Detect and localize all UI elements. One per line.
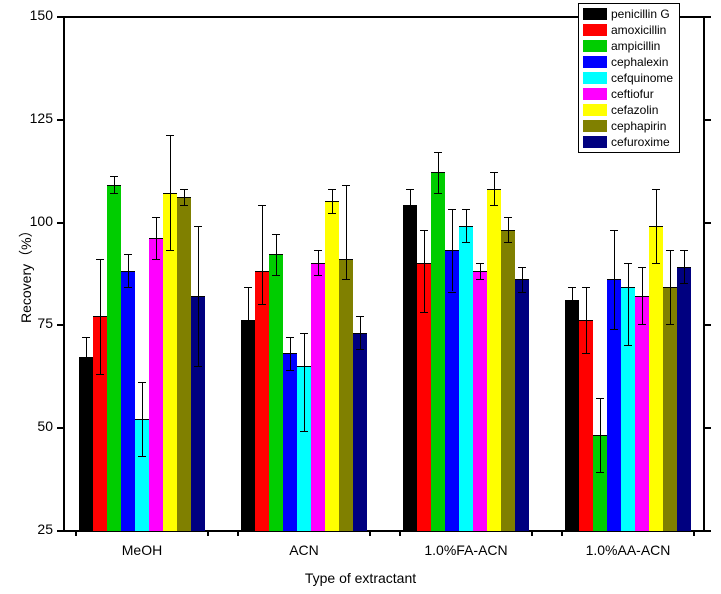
legend-label: ceftiofur [611,87,654,101]
bar [121,271,135,531]
bar [255,271,269,531]
legend-label: cephalexin [611,55,668,69]
bar [325,201,339,531]
bar [649,226,663,531]
x-category-label: 1.0%FA-ACN [424,542,507,558]
bar [353,333,367,531]
y-tick-label: 150 [0,7,53,23]
bar [677,267,691,531]
y-tick-label: 50 [0,418,53,434]
legend-label: cephapirin [611,119,666,133]
bar [459,226,473,531]
y-axis-label: Recovery（%） [16,223,36,323]
bar [403,205,417,531]
bar [487,189,501,531]
legend-label: cefquinome [611,71,673,85]
legend-label: amoxicillin [611,23,666,37]
bar [501,230,515,531]
x-category-label: ACN [289,542,319,558]
bar [473,271,487,531]
bar [107,185,121,531]
bar [269,254,283,531]
legend-swatch [583,40,607,52]
y-tick-label: 125 [0,110,53,126]
legend-label: penicillin G [611,7,670,21]
legend-label: ampicillin [611,39,660,53]
legend-swatch [583,56,607,68]
legend-swatch [583,104,607,116]
bar [431,172,445,531]
legend-swatch [583,88,607,100]
legend-swatch [583,24,607,36]
legend-label: cefuroxime [611,135,670,149]
bar [635,296,649,531]
x-category-label: MeOH [122,542,162,558]
bar [149,238,163,531]
x-axis-label: Type of extractant [0,570,721,586]
legend-swatch [583,8,607,20]
bar [177,197,191,531]
bar [515,279,529,531]
legend-swatch [583,72,607,84]
y-tick-label: 25 [0,521,53,537]
bar [311,263,325,531]
bar [283,353,297,531]
x-category-label: 1.0%AA-ACN [586,542,671,558]
bar [339,259,353,531]
legend-label: cefazolin [611,103,658,117]
legend: penicillin G amoxicillin ampicillin cephale… [578,3,680,153]
legend-swatch [583,120,607,132]
legend-swatch [583,136,607,148]
